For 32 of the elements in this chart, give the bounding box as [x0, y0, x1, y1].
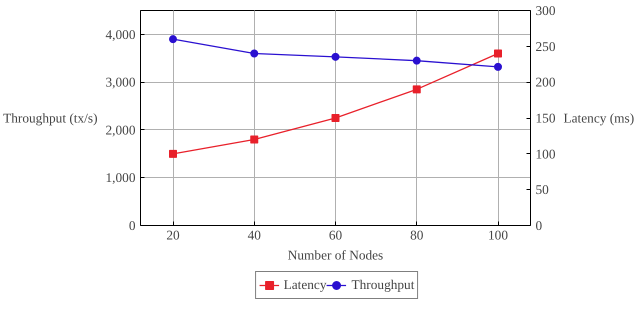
x-tick-label: 20 — [166, 228, 180, 242]
point — [250, 50, 258, 58]
x-axis-title: Number of Nodes — [288, 248, 384, 262]
x-tick-label: 80 — [410, 228, 424, 242]
x-tick-label: 100 — [488, 228, 508, 242]
point — [332, 114, 340, 122]
y-tick-label: 4,000 — [106, 26, 136, 42]
y2-tick-label: 200 — [536, 74, 556, 90]
legend-label: Latency — [284, 277, 326, 293]
y-tick-label: 1,000 — [106, 170, 136, 186]
point — [412, 56, 421, 65]
y-tick-label: 2,000 — [106, 122, 136, 138]
point — [169, 150, 177, 158]
y2-tick-label: 100 — [536, 146, 556, 162]
point — [494, 50, 502, 58]
point — [412, 85, 421, 94]
x-tick-label: 40 — [248, 228, 262, 242]
legend-label: Throughput — [351, 277, 414, 293]
y2-tick-label: 300 — [536, 3, 556, 18]
y2-tick-label: 150 — [536, 110, 556, 126]
y-axis-title: Throughput (tx/s) — [3, 110, 98, 126]
x-tick-label: 60 — [328, 228, 342, 242]
point — [494, 62, 502, 71]
point — [250, 136, 258, 144]
y-tick-label: 0 — [128, 218, 136, 233]
y2-tick-label: 0 — [536, 218, 542, 233]
y2-tick-label: 250 — [536, 38, 556, 54]
y2-axis-title: Latency (ms) — [563, 110, 634, 126]
point — [169, 35, 177, 44]
y-tick-label: 3,000 — [106, 74, 136, 90]
y2-tick-label: 50 — [536, 182, 550, 198]
point — [332, 52, 340, 61]
